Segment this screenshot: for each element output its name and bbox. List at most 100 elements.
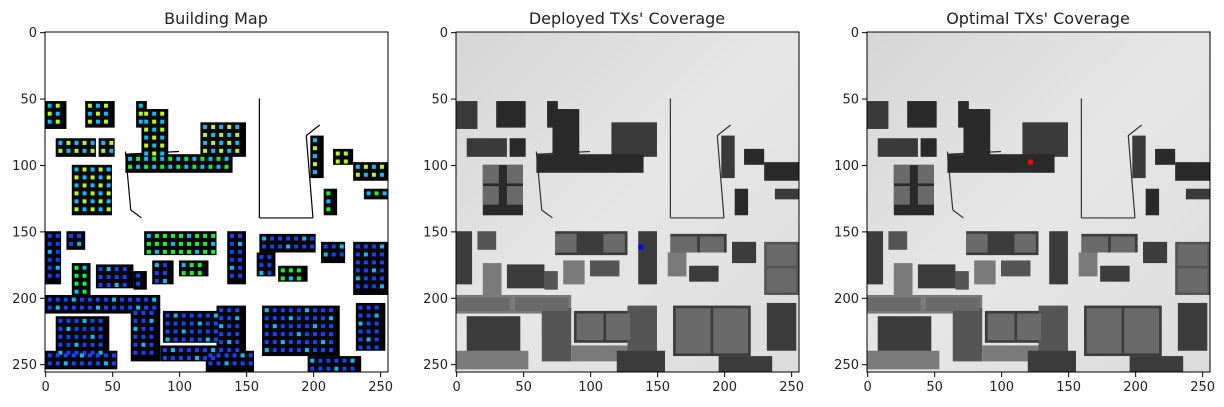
- building: [262, 305, 340, 357]
- receiver-point: [77, 233, 82, 238]
- receiver-point: [227, 132, 232, 137]
- receiver-point: [288, 348, 293, 353]
- receiver-point: [98, 207, 103, 212]
- receiver-point: [90, 350, 95, 355]
- receiver-point: [312, 154, 317, 159]
- receiver-point: [82, 273, 87, 278]
- receiver-point: [114, 275, 119, 280]
- receiver-point: [235, 348, 240, 353]
- receiver-point: [149, 334, 154, 339]
- building: [1132, 135, 1146, 179]
- receiver-point: [211, 249, 216, 254]
- receiver-point: [208, 164, 213, 169]
- receiver-point: [55, 249, 60, 254]
- y-tick-label: 150: [12, 225, 37, 240]
- receiver-point: [355, 164, 360, 169]
- receiver-point: [98, 183, 103, 188]
- receiver-point: [154, 279, 159, 284]
- receiver-point: [208, 353, 213, 358]
- receiver-point: [288, 316, 293, 321]
- receiver-point: [160, 135, 165, 140]
- building-block: [482, 186, 499, 205]
- receiver-point: [278, 244, 283, 249]
- receiver-point: [304, 348, 309, 353]
- building: [974, 260, 996, 285]
- receiver-point: [146, 241, 151, 246]
- receiver-point: [213, 313, 218, 318]
- receiver-point: [82, 148, 87, 153]
- receiver-point: [264, 348, 269, 353]
- building: [1000, 260, 1031, 277]
- x-tick-label: 200: [301, 380, 326, 395]
- receiver-point: [334, 366, 339, 371]
- receiver-point: [232, 361, 237, 366]
- receiver-point: [95, 111, 100, 116]
- receiver-point: [82, 350, 87, 355]
- building: [718, 356, 773, 372]
- receiver-point: [74, 140, 79, 145]
- axis-ticks: 0 50 100 150 200 250 0 50 100 150 200 250: [834, 26, 1215, 395]
- receiver-point: [310, 244, 315, 249]
- receiver-point: [178, 249, 183, 254]
- building: [456, 101, 478, 129]
- building: [456, 350, 529, 370]
- receiver-point: [371, 260, 376, 265]
- receiver-point: [138, 111, 143, 116]
- receiver-point: [189, 313, 194, 318]
- building: [907, 101, 937, 128]
- receiver-point: [237, 233, 242, 238]
- receiver-point: [296, 308, 301, 313]
- receiver-point: [294, 236, 299, 241]
- receiver-point: [235, 324, 240, 329]
- receiver-point: [329, 340, 334, 345]
- receiver-point: [339, 244, 344, 249]
- y-tick-label: 100: [834, 159, 859, 174]
- receiver-point: [379, 244, 384, 249]
- building: [355, 302, 386, 351]
- building: [1145, 188, 1160, 216]
- receiver-point: [211, 132, 216, 137]
- receiver-point: [106, 207, 111, 212]
- receiver-point: [323, 244, 328, 249]
- receiver-point: [55, 233, 60, 238]
- receiver-point: [371, 268, 376, 273]
- receiver-point: [87, 297, 92, 302]
- receiver-point: [374, 329, 379, 334]
- building: [205, 350, 255, 372]
- building-block: [925, 297, 980, 311]
- receiver-point: [288, 268, 293, 273]
- receiver-point: [237, 249, 242, 254]
- building-block: [1177, 268, 1208, 293]
- receiver-point: [55, 273, 60, 278]
- receiver-point: [227, 324, 232, 329]
- building-block: [699, 236, 724, 253]
- receiver-point: [74, 265, 79, 270]
- receiver-point: [74, 289, 79, 294]
- building: [1038, 305, 1068, 359]
- receiver-point: [312, 340, 317, 345]
- building: [867, 101, 889, 129]
- panel-title: Building Map: [164, 9, 268, 28]
- receiver-point: [136, 305, 141, 310]
- building-block: [713, 308, 749, 354]
- receiver-point: [187, 249, 192, 254]
- building-block: [893, 164, 910, 184]
- receiver-point: [227, 140, 232, 145]
- receiver-point: [178, 241, 183, 246]
- receiver-point: [358, 329, 363, 334]
- receiver-point: [363, 172, 368, 177]
- receiver-point: [181, 313, 186, 318]
- building: [456, 231, 473, 285]
- receiver-point: [160, 127, 165, 132]
- receiver-point: [152, 111, 157, 116]
- receiver-point: [235, 148, 240, 153]
- receiver-point: [144, 151, 149, 156]
- receiver-point: [98, 267, 103, 272]
- receiver-point: [189, 337, 194, 342]
- receiver-point: [248, 353, 253, 358]
- receiver-point: [259, 255, 264, 260]
- receiver-point: [133, 342, 138, 347]
- receiver-point: [219, 148, 224, 153]
- receiver-point: [326, 191, 331, 196]
- building: [1175, 162, 1210, 181]
